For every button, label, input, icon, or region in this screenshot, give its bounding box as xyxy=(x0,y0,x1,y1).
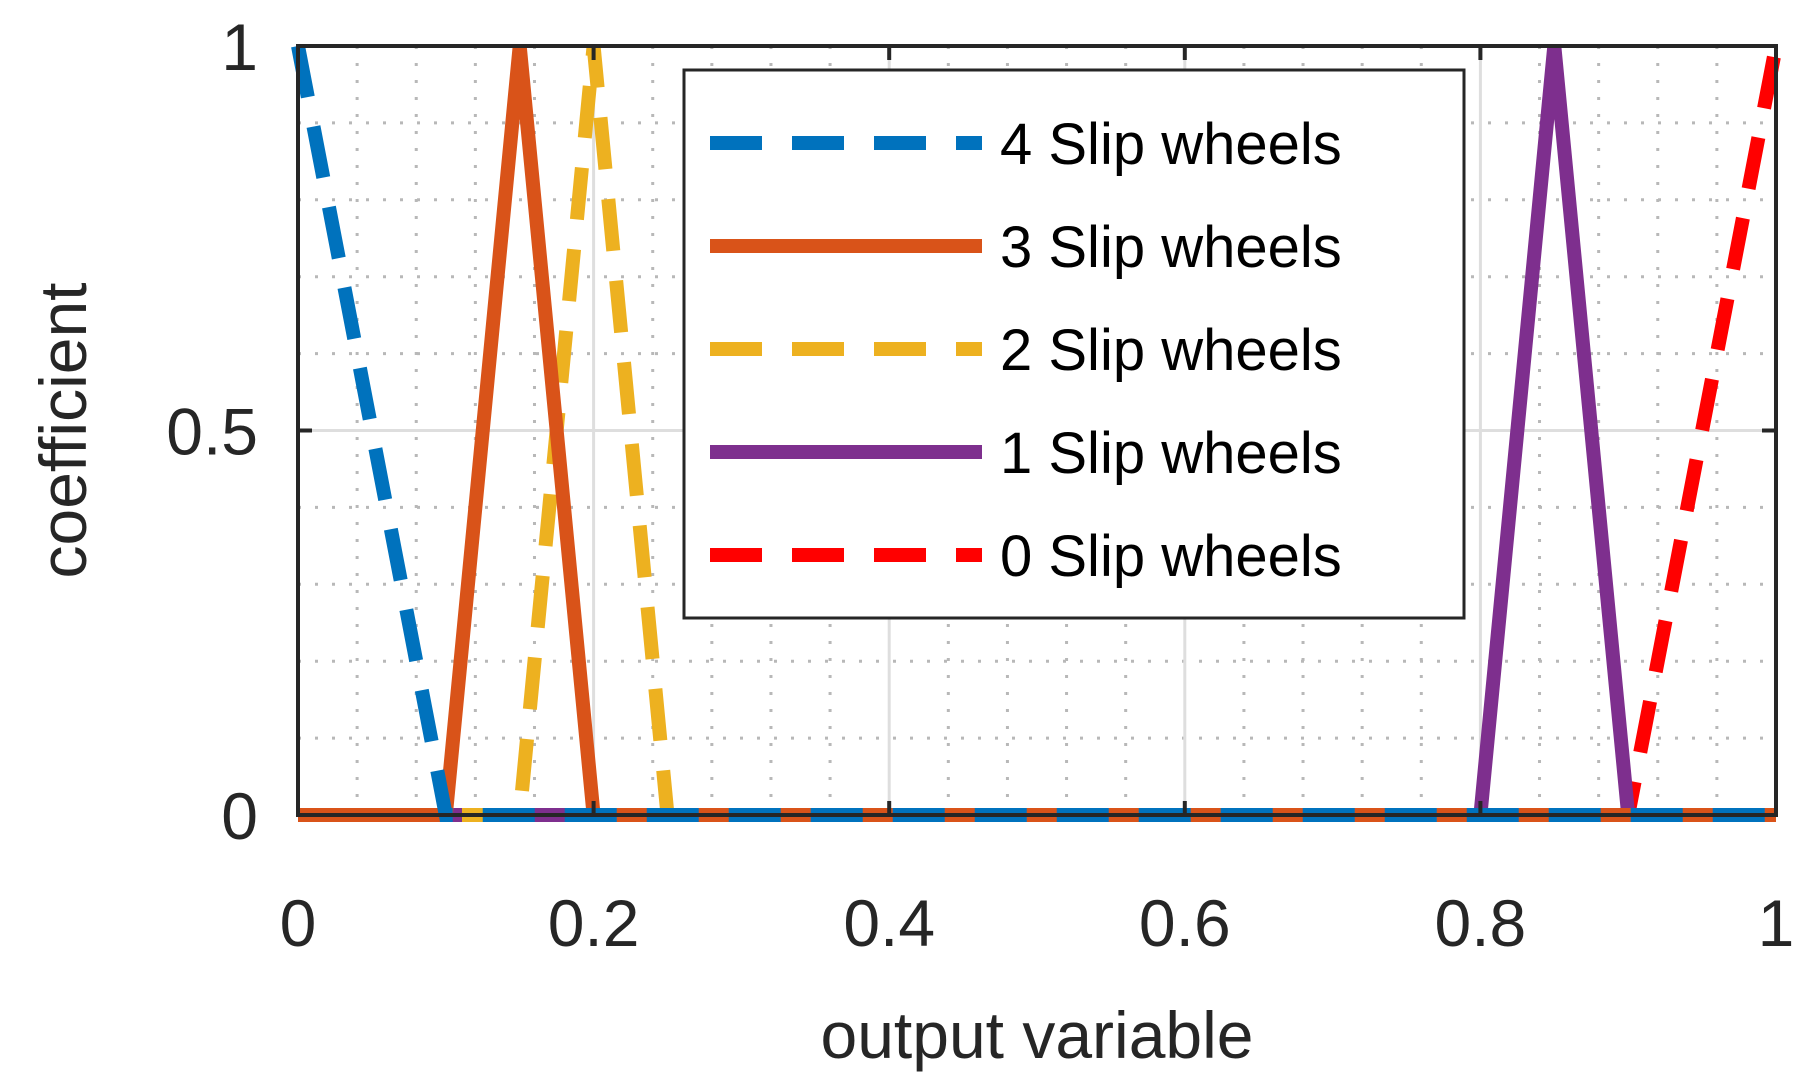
x-tick-label: 0.8 xyxy=(1435,886,1527,960)
x-tick-label: 0 xyxy=(280,886,317,960)
y-tick-label: 0.5 xyxy=(166,395,258,469)
legend-entry-label: 2 Slip wheels xyxy=(1000,318,1342,383)
legend-entry-label: 3 Slip wheels xyxy=(1000,215,1342,280)
y-tick-label: 1 xyxy=(221,10,258,84)
legend: 4 Slip wheels 3 Slip wheels 2 Slip wheels 1… xyxy=(682,68,1466,620)
x-tick-label: 1 xyxy=(1758,886,1795,960)
x-tick-label: 0.4 xyxy=(843,886,935,960)
x-tick-label: 0.6 xyxy=(1139,886,1231,960)
x-axis-label: output variable xyxy=(821,998,1254,1072)
legend-entry-label: 4 Slip wheels xyxy=(1000,112,1342,177)
y-axis-label: coefficient xyxy=(26,283,100,579)
y-tick-label: 0 xyxy=(221,779,258,853)
ticks: 0 0.2 0.4 0.6 0.8 1 0 0.5 1 xyxy=(166,10,1794,960)
x-tick-label: 0.2 xyxy=(548,886,640,960)
legend-entry-label: 1 Slip wheels xyxy=(1000,421,1342,486)
legend-entry-label: 0 Slip wheels xyxy=(1000,524,1342,589)
